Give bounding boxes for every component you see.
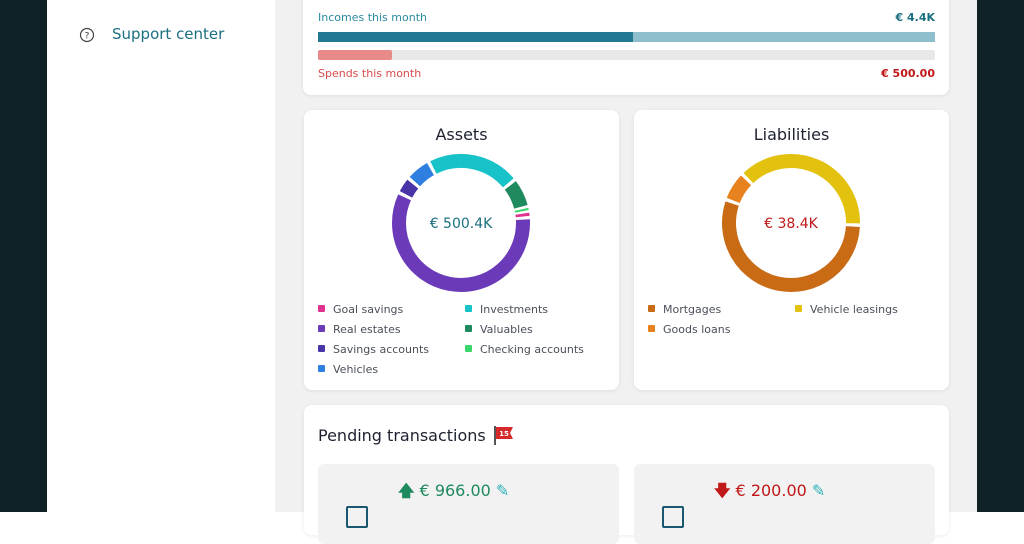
legend-label: Valuables	[480, 323, 533, 336]
transaction-tile[interactable]: 🡇 € 200.00 ✎	[634, 464, 935, 544]
legend-item: Goal savings	[318, 303, 403, 316]
legend-swatch	[795, 305, 802, 312]
legend-label: Goods loans	[663, 323, 730, 336]
legend-item: Vehicles	[318, 363, 378, 376]
liabilities-card: Liabilities € 38.4K Mortgages Vehicle leasi…	[634, 110, 949, 390]
sidebar: ? Support center	[47, 0, 275, 512]
donut-segment	[510, 185, 521, 206]
assets-card: Assets € 500.4K Goal savings Investments Rea…	[304, 110, 619, 390]
legend-swatch	[465, 345, 472, 352]
legend-label: Vehicle leasings	[810, 303, 898, 316]
amount-text: € 200.00	[736, 481, 807, 500]
donut-segment	[748, 161, 853, 223]
legend-swatch	[648, 325, 655, 332]
legend-label: Goal savings	[333, 303, 403, 316]
svg-text:?: ?	[85, 32, 90, 42]
legend-item: Vehicle leasings	[795, 303, 898, 316]
legend-label: Real estates	[333, 323, 401, 336]
legend-label: Checking accounts	[480, 343, 584, 356]
income-amount: € 4.4K	[896, 11, 936, 24]
legend-swatch	[318, 325, 325, 332]
legend-item: Real estates	[318, 323, 401, 336]
legend-swatch	[318, 345, 325, 352]
legend-swatch	[465, 305, 472, 312]
legend-item: Mortgages	[648, 303, 721, 316]
checkbox[interactable]	[346, 506, 368, 528]
legend-label: Investments	[480, 303, 548, 316]
legend-item: Investments	[465, 303, 548, 316]
pending-card: Pending transactions 15 🡅 € 966.00 ✎ 🡇 €…	[304, 405, 949, 535]
transaction-amount: 🡅 € 966.00 ✎	[398, 480, 509, 507]
transaction-tile[interactable]: 🡅 € 966.00 ✎	[318, 464, 619, 544]
legend-label: Savings accounts	[333, 343, 429, 356]
donut-total: € 500.4K	[430, 216, 493, 232]
legend-label: Mortgages	[663, 303, 721, 316]
spends-track	[318, 50, 935, 60]
income-label: Incomes this month	[318, 11, 427, 24]
legend-label: Vehicles	[333, 363, 378, 376]
page: ? Support center Incomes this month € 4.…	[0, 0, 1024, 512]
legend-swatch	[318, 365, 325, 372]
transaction-amount: 🡇 € 200.00 ✎	[714, 480, 825, 507]
spends-bar	[318, 50, 392, 60]
donut-segment	[733, 180, 746, 200]
donut-segment	[415, 169, 431, 182]
flag-icon: 15	[492, 424, 516, 446]
legend-swatch	[465, 325, 472, 332]
donut-segment	[433, 161, 508, 183]
donut-segment	[399, 197, 523, 285]
checkbox[interactable]	[662, 506, 684, 528]
support-link[interactable]: Support center	[112, 25, 224, 43]
legend-swatch	[648, 305, 655, 312]
donut-segment	[406, 184, 413, 194]
spends-label: Spends this month	[318, 67, 421, 80]
legend-item: Valuables	[465, 323, 533, 336]
legend-swatch	[318, 305, 325, 312]
flag-badge: 15	[499, 430, 509, 438]
card-title: Assets	[304, 125, 619, 144]
legend-item: Goods loans	[648, 323, 730, 336]
income-track	[318, 32, 935, 42]
income-bar	[318, 32, 633, 42]
pending-title: Pending transactions	[318, 426, 486, 445]
amount-text: € 966.00	[420, 481, 491, 500]
card-title: Liabilities	[634, 125, 949, 144]
help-icon: ?	[79, 27, 95, 43]
donut-total: € 38.4K	[764, 216, 819, 232]
legend-item: Savings accounts	[318, 343, 429, 356]
month-card: Incomes this month € 4.4K Spends this mo…	[303, 0, 949, 95]
legend-item: Checking accounts	[465, 343, 584, 356]
spends-amount: € 500.00	[881, 67, 935, 80]
main: Incomes this month € 4.4K Spends this mo…	[275, 0, 977, 512]
